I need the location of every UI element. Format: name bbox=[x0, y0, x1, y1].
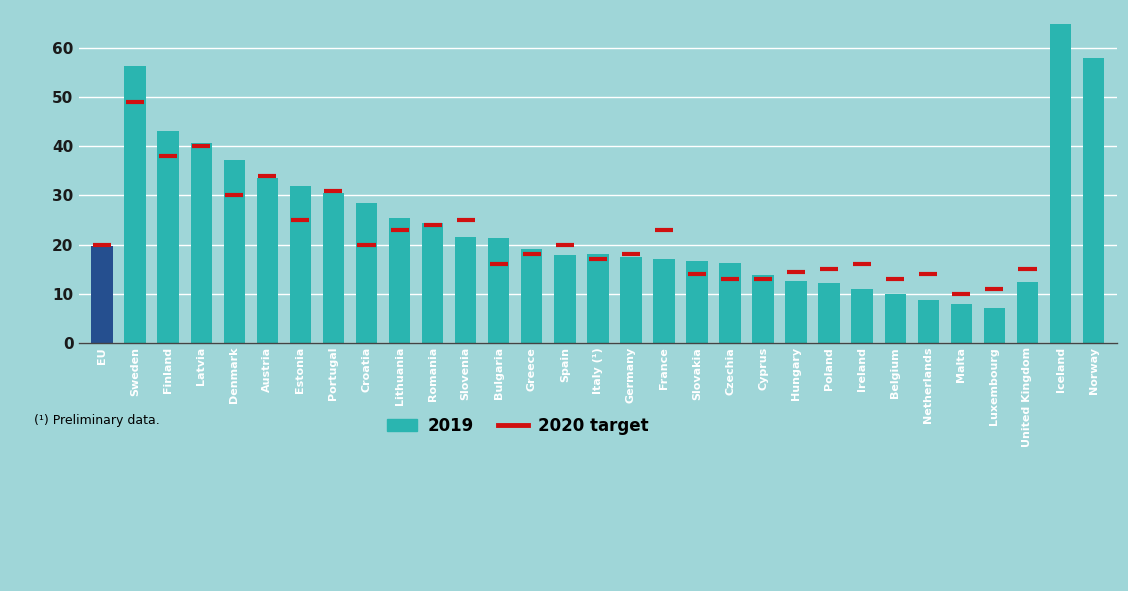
Bar bbox=[1050, 0, 1072, 343]
Bar bbox=[290, 186, 311, 343]
Bar bbox=[686, 261, 707, 343]
Bar bbox=[389, 217, 411, 343]
Bar bbox=[752, 275, 774, 343]
Bar bbox=[554, 255, 575, 343]
Bar bbox=[984, 309, 1005, 343]
Bar bbox=[422, 223, 443, 343]
Bar bbox=[158, 131, 179, 343]
Bar bbox=[1016, 282, 1038, 343]
Bar bbox=[587, 254, 609, 343]
Bar bbox=[785, 281, 807, 343]
Bar bbox=[223, 160, 245, 343]
Bar bbox=[852, 289, 873, 343]
Bar bbox=[323, 193, 344, 343]
Bar bbox=[819, 283, 840, 343]
Bar bbox=[620, 257, 642, 343]
Bar bbox=[951, 304, 972, 343]
Bar bbox=[455, 237, 476, 343]
Bar bbox=[917, 300, 940, 343]
Bar bbox=[355, 203, 377, 343]
Bar bbox=[720, 263, 741, 343]
Bar bbox=[653, 259, 675, 343]
Bar bbox=[256, 178, 279, 343]
Bar bbox=[91, 246, 113, 343]
Bar bbox=[191, 143, 212, 343]
Bar bbox=[124, 66, 146, 343]
Bar bbox=[488, 238, 510, 343]
Bar bbox=[521, 248, 543, 343]
Bar bbox=[884, 294, 906, 343]
Bar bbox=[1083, 58, 1104, 343]
Legend: 2019, 2020 target: 2019, 2020 target bbox=[380, 410, 655, 441]
Text: (¹) Preliminary data.: (¹) Preliminary data. bbox=[34, 414, 159, 427]
